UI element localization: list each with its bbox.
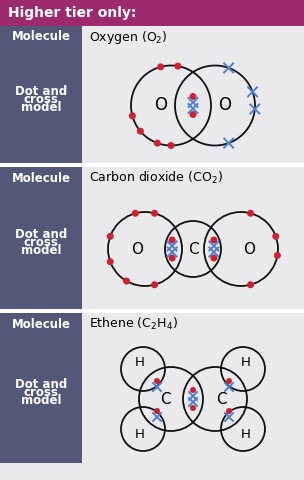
Text: Ethene (C$_2$H$_4$): Ethene (C$_2$H$_4$) <box>89 316 178 332</box>
Text: O: O <box>219 96 232 115</box>
Circle shape <box>157 63 164 71</box>
Text: Dot and: Dot and <box>15 379 67 392</box>
Bar <box>0 309 304 313</box>
Circle shape <box>132 210 139 217</box>
Bar <box>0 313 82 335</box>
Text: Dot and: Dot and <box>15 85 67 98</box>
Text: C: C <box>216 392 226 407</box>
Text: cross: cross <box>24 237 58 250</box>
Text: H: H <box>241 357 251 370</box>
Text: Oxygen (O$_2$): Oxygen (O$_2$) <box>89 28 168 46</box>
Text: O: O <box>131 241 143 256</box>
Text: cross: cross <box>24 386 58 399</box>
Text: cross: cross <box>24 93 58 106</box>
Bar <box>82 26 304 48</box>
Text: H: H <box>135 357 145 370</box>
Bar <box>0 48 82 163</box>
Circle shape <box>169 237 176 243</box>
Circle shape <box>247 210 254 217</box>
Text: Higher tier only:: Higher tier only: <box>8 6 136 20</box>
Bar <box>82 48 304 163</box>
Circle shape <box>154 378 160 384</box>
Circle shape <box>226 378 232 384</box>
Text: Molecule: Molecule <box>12 31 71 44</box>
Circle shape <box>151 281 158 288</box>
Circle shape <box>129 112 136 120</box>
Text: O: O <box>243 241 255 256</box>
Bar <box>0 167 82 189</box>
Bar <box>0 0 304 26</box>
Circle shape <box>190 405 196 411</box>
Circle shape <box>151 210 158 217</box>
Text: H: H <box>135 429 145 442</box>
Bar <box>0 335 82 463</box>
Circle shape <box>107 258 114 265</box>
Bar <box>0 189 82 309</box>
Circle shape <box>123 277 130 285</box>
Text: model: model <box>21 244 61 257</box>
Bar <box>82 335 304 463</box>
Text: model: model <box>21 395 61 408</box>
Text: O: O <box>154 96 168 115</box>
Text: Dot and: Dot and <box>15 228 67 241</box>
Circle shape <box>226 408 232 414</box>
Bar <box>0 163 304 167</box>
Circle shape <box>247 281 254 288</box>
Circle shape <box>272 233 279 240</box>
Circle shape <box>189 93 196 100</box>
Circle shape <box>210 254 217 262</box>
Circle shape <box>210 237 217 243</box>
Text: Carbon dioxide (CO$_2$): Carbon dioxide (CO$_2$) <box>89 170 223 186</box>
Text: C: C <box>160 392 170 407</box>
Circle shape <box>107 233 114 240</box>
Text: H: H <box>241 429 251 442</box>
Circle shape <box>169 254 176 262</box>
Circle shape <box>154 140 161 146</box>
Bar <box>82 167 304 189</box>
Bar <box>0 463 304 480</box>
Circle shape <box>137 128 144 135</box>
Text: Molecule: Molecule <box>12 171 71 184</box>
Circle shape <box>190 387 196 393</box>
Bar <box>0 26 82 48</box>
Bar <box>82 313 304 335</box>
Circle shape <box>174 62 181 70</box>
Circle shape <box>189 111 196 118</box>
Text: model: model <box>21 101 61 114</box>
Circle shape <box>168 142 174 149</box>
Text: Molecule: Molecule <box>12 317 71 331</box>
Text: C: C <box>188 241 198 256</box>
Bar <box>82 189 304 309</box>
Circle shape <box>274 252 281 259</box>
Circle shape <box>154 408 160 414</box>
